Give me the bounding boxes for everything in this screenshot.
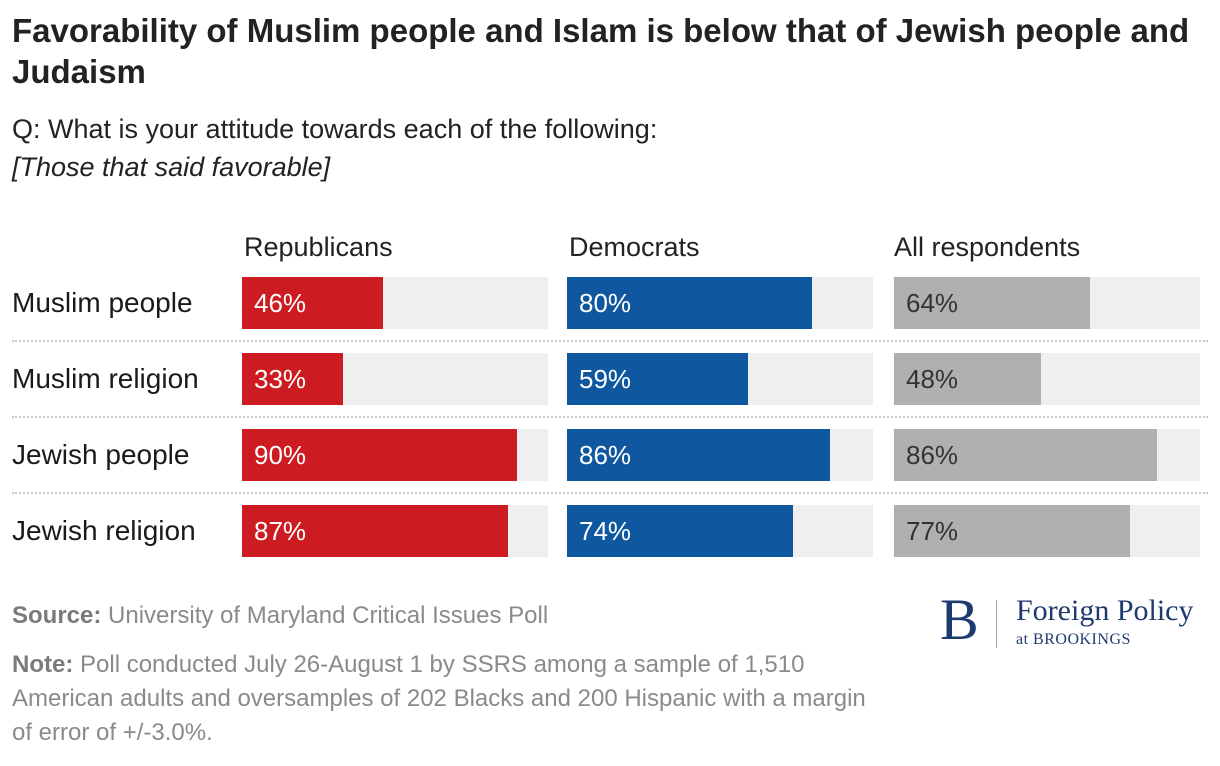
row-label-jewish-religion: Jewish religion [12, 515, 196, 546]
source-text: University of Maryland Critical Issues P… [108, 602, 549, 629]
bar-track-democrats-muslim-people: 80% [567, 277, 873, 329]
bar-track-all-respondents-jewish-people: 86% [894, 429, 1200, 481]
bar-republicans-jewish-religion: 87% [242, 505, 509, 557]
value-label-all-respondents-muslim-religion: 48% [906, 364, 959, 394]
column-header-republicans: Republicans [244, 232, 393, 262]
bar-track-democrats-jewish-people: 86% [567, 429, 873, 481]
value-label-all-respondents-jewish-people: 86% [906, 440, 959, 470]
value-label-republicans-jewish-religion: 87% [254, 516, 307, 546]
brookings-logo: B Foreign Policy at BROOKINGS [938, 588, 1214, 654]
bar-democrats-jewish-people: 86% [567, 429, 831, 481]
logo-divider [996, 600, 997, 648]
bar-track-all-respondents-muslim-religion: 48% [894, 353, 1200, 405]
bar-democrats-muslim-people: 80% [567, 277, 812, 329]
row-separator [12, 492, 1208, 494]
logo-mark: B [940, 587, 979, 652]
value-label-republicans-muslim-people: 46% [254, 288, 307, 318]
logo-sub: at BROOKINGS [1016, 631, 1131, 648]
bar-all-respondents-muslim-people: 64% [894, 277, 1090, 329]
note-label: Note: [12, 651, 74, 678]
row-label-muslim-people: Muslim people [12, 287, 193, 318]
value-label-democrats-jewish-people: 86% [579, 440, 632, 470]
bar-all-respondents-jewish-people: 86% [894, 429, 1158, 481]
row-separator [12, 416, 1208, 418]
bar-track-democrats-jewish-religion: 74% [567, 505, 873, 557]
bar-track-democrats-muslim-religion: 59% [567, 353, 873, 405]
value-label-all-respondents-jewish-religion: 77% [906, 516, 959, 546]
chart-subnote: [Those that said favorable] [12, 152, 331, 182]
source-line: Source: University of Maryland Critical … [12, 598, 548, 634]
bar-track-republicans-jewish-religion: 87% [242, 505, 548, 557]
row-separator [12, 340, 1208, 342]
bar-all-respondents-jewish-religion: 77% [894, 505, 1130, 557]
column-header-democrats: Democrats [569, 232, 700, 262]
note-line: Note: Poll conducted July 26-August 1 by… [12, 648, 882, 750]
value-label-republicans-jewish-people: 90% [254, 440, 307, 470]
value-label-all-respondents-muslim-people: 64% [906, 288, 959, 318]
chart-title: Favorability of Muslim people and Islam … [12, 12, 1190, 90]
row-label-muslim-religion: Muslim religion [12, 363, 199, 394]
bar-track-republicans-muslim-people: 46% [242, 277, 548, 329]
bar-track-all-respondents-muslim-people: 64% [894, 277, 1200, 329]
bar-democrats-muslim-religion: 59% [567, 353, 748, 405]
column-header-all-respondents: All respondents [894, 232, 1081, 262]
bar-republicans-muslim-people: 46% [242, 277, 383, 329]
row-label-jewish-people: Jewish people [12, 439, 190, 470]
value-label-democrats-jewish-religion: 74% [579, 516, 632, 546]
value-label-republicans-muslim-religion: 33% [254, 364, 307, 394]
bar-democrats-jewish-religion: 74% [567, 505, 794, 557]
bar-track-republicans-muslim-religion: 33% [242, 353, 548, 405]
bar-all-respondents-muslim-religion: 48% [894, 353, 1041, 405]
value-label-democrats-muslim-people: 80% [579, 288, 632, 318]
bar-republicans-jewish-people: 90% [242, 429, 518, 481]
note-text: Poll conducted July 26-August 1 by SSRS … [12, 651, 866, 746]
chart-subtitle: Q: What is your attitude towards each of… [12, 114, 658, 144]
value-label-democrats-muslim-religion: 59% [579, 364, 632, 394]
bar-track-all-respondents-jewish-religion: 77% [894, 505, 1200, 557]
logo-name: Foreign Policy [1016, 594, 1194, 627]
source-label: Source: [12, 602, 102, 629]
bar-track-republicans-jewish-people: 90% [242, 429, 548, 481]
bar-republicans-muslim-religion: 33% [242, 353, 343, 405]
